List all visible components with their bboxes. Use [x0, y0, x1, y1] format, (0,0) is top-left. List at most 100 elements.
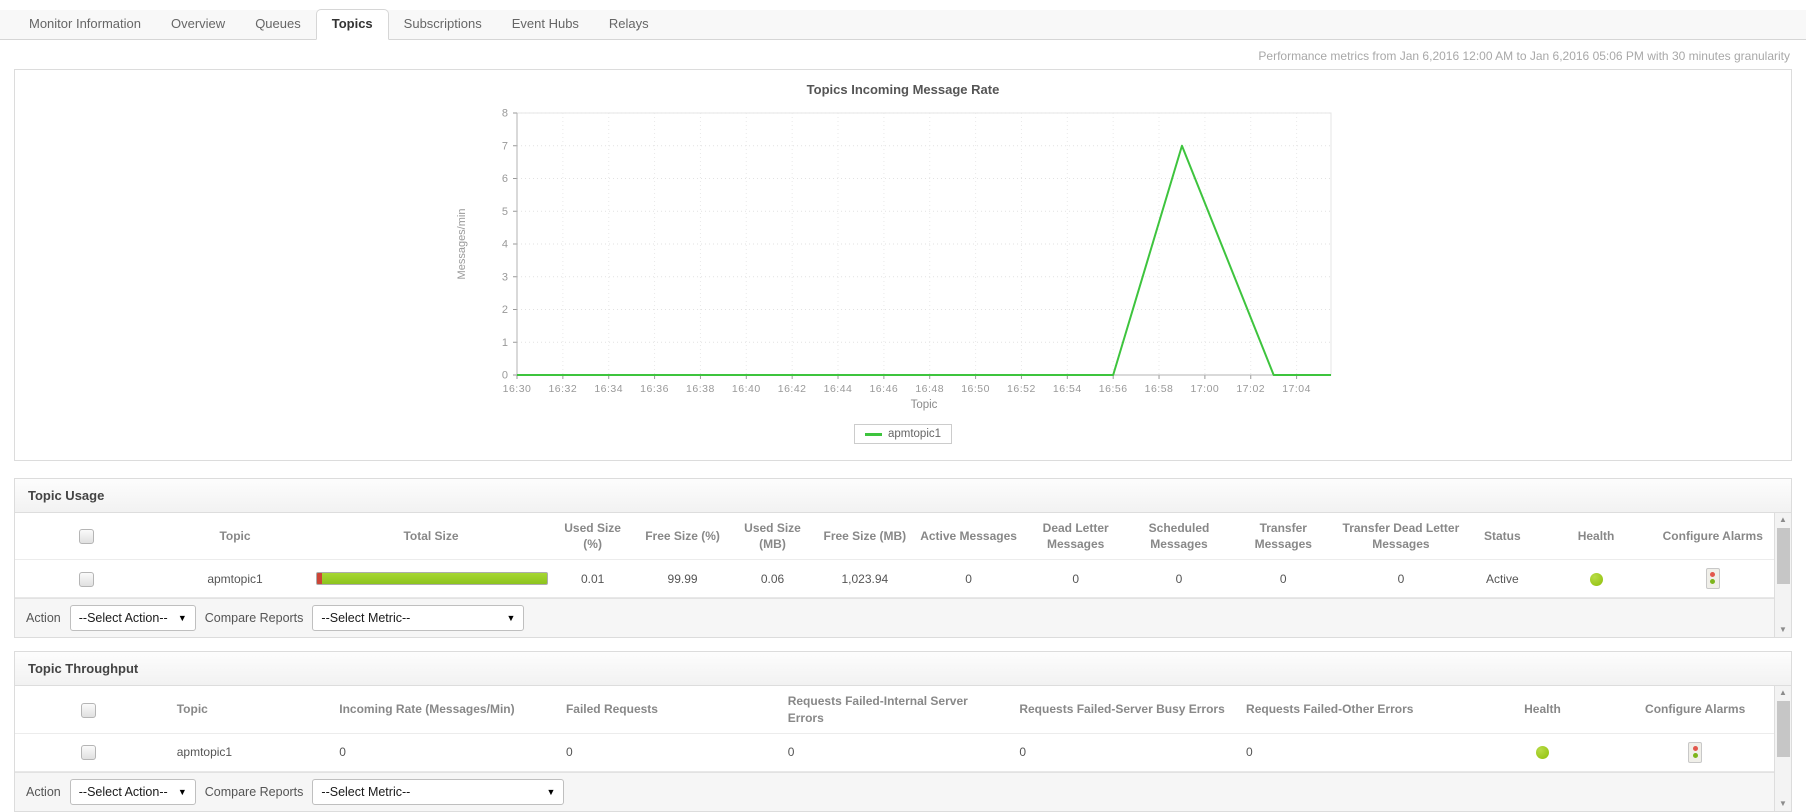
total-size-bar [315, 572, 548, 586]
svg-text:16:38: 16:38 [686, 383, 715, 395]
usage-action-row: Action --Select Action-- ▼ Compare Repor… [15, 598, 1774, 638]
cell-transfer_dead_letter_messages: 0 [1397, 571, 1405, 586]
dropdown-caret-icon: ▼ [506, 613, 516, 624]
svg-text:16:42: 16:42 [778, 383, 807, 395]
cell-status: Active [1485, 571, 1519, 586]
legend-line-swatch [864, 432, 882, 436]
alarm-green-dot [1710, 579, 1716, 585]
row-checkbox[interactable] [81, 744, 97, 760]
cell-bar [312, 560, 551, 598]
cell-dead_letter_messages: 0 [1072, 571, 1080, 586]
select-all-header[interactable] [15, 686, 163, 733]
svg-text:16:36: 16:36 [640, 383, 669, 395]
tab-subscriptions[interactable]: Subscriptions [403, 16, 482, 31]
health-status-icon [1589, 573, 1603, 587]
cell-checkbox [15, 733, 163, 771]
tab-overview[interactable]: Overview [171, 16, 226, 31]
column-header-topic: Topic [176, 702, 208, 717]
cell-topic: apmtopic1 [176, 745, 233, 760]
table-row: apmtopic1 0 0 0 0 0 [15, 733, 1774, 772]
select-all-header[interactable] [15, 513, 159, 560]
total-size-used-portion [316, 573, 322, 585]
column-header-health: Health [1577, 529, 1615, 544]
dropdown-caret-icon: ▼ [546, 786, 556, 797]
select-all-checkbox[interactable] [81, 702, 97, 718]
cell-active_messages: 0 [965, 571, 972, 586]
column-header-incoming-rate-messages-min: Incoming Rate (Messages/Min) [339, 702, 515, 717]
configure-alarms-icon[interactable] [1688, 741, 1703, 763]
cell-used_size_pct: 0.01 [580, 571, 605, 586]
series-line-apmtopic1 [517, 144, 1331, 376]
cell-checkbox [15, 560, 159, 598]
scroll-down-icon[interactable]: ▼ [1779, 625, 1787, 635]
select-all-checkbox[interactable] [79, 529, 95, 545]
compare-reports-label: Compare Reports [204, 611, 304, 626]
column-header-free-size: Free Size (%) [645, 529, 720, 544]
svg-text:16:46: 16:46 [869, 383, 898, 395]
action-select-value: --Select Action-- [78, 611, 168, 626]
cell-requests_failed_other_errors: 0 [1246, 745, 1253, 760]
table-row: apmtopic1 0.01 99.99 0.06 1,023.94 0 0 0 0 0 Activ… [15, 559, 1774, 598]
scroll-thumb[interactable] [1776, 528, 1790, 584]
cell-free_size_pct: 99.99 [667, 571, 698, 586]
cell-health [1541, 560, 1652, 598]
column-header-configure-alarms: Configure Alarms [1645, 702, 1746, 717]
svg-text:7: 7 [502, 140, 508, 152]
column-header-used-size: Used Size (%) [564, 521, 621, 552]
tab-queues[interactable]: Queues [255, 16, 301, 31]
column-header-failed-requests: Failed Requests [565, 702, 658, 717]
cell-alarm [1652, 560, 1774, 598]
scroll-up-icon[interactable]: ▲ [1779, 515, 1787, 524]
health-status-icon [1535, 746, 1549, 760]
topic-usage-table: Topic Total Size Used Size (%) Free Size (%… [15, 513, 1774, 598]
column-header-free-size-mb: Free Size (MB) [823, 529, 907, 544]
topic-usage-panel: Topic Usage Topic Total Size Used Size (%)… [14, 478, 1792, 639]
svg-text:6: 6 [502, 173, 508, 185]
svg-text:16:48: 16:48 [915, 383, 944, 395]
cell-alarm [1616, 733, 1774, 771]
scroll-thumb[interactable] [1776, 701, 1790, 758]
topic-throughput-table: Topic Incoming Rate (Messages/Min) Failed … [15, 686, 1774, 772]
chart-area: 0 1 2 3 4 5 6 7 8 16:30 16:32 16:34 16:36 16:38 16:40 1… [453, 99, 1353, 422]
column-header-transfer-messages: Transfer Messages [1254, 521, 1312, 552]
dropdown-caret-icon: ▼ [177, 786, 187, 797]
x-axis-label: Topic [911, 399, 938, 411]
svg-text:16:34: 16:34 [594, 383, 623, 395]
tab-event-hubs[interactable]: Event Hubs [511, 16, 579, 31]
svg-text:17:02: 17:02 [1236, 383, 1265, 395]
vertical-scrollbar[interactable]: ▲ ▼ [1774, 513, 1791, 638]
cell-scheduled_messages: 0 [1175, 571, 1183, 586]
metric-select-value: --Select Metric-- [321, 784, 411, 799]
svg-text:16:56: 16:56 [1099, 383, 1128, 395]
svg-text:8: 8 [502, 108, 508, 120]
column-header-topic: Topic [219, 529, 251, 544]
cell-used_size_mb: 0.06 [760, 571, 785, 586]
tab-topics[interactable]: Topics [315, 9, 389, 40]
tab-relays[interactable]: Relays [608, 16, 649, 31]
column-header-dead-letter-messages: Dead Letter Messages [1042, 521, 1109, 552]
column-header-used-size-mb: Used Size (MB) [744, 521, 801, 552]
cell-failed_requests: 0 [565, 745, 573, 760]
svg-text:16:44: 16:44 [824, 383, 853, 395]
cell-health [1469, 733, 1617, 771]
svg-text:2: 2 [502, 304, 508, 316]
action-select-value: --Select Action-- [78, 784, 168, 799]
topic-usage-title: Topic Usage [15, 479, 1791, 513]
column-header-transfer-dead-letter-messages: Transfer Dead Letter Messages [1342, 521, 1460, 552]
configure-alarms-icon[interactable] [1705, 568, 1720, 590]
scroll-up-icon[interactable]: ▲ [1779, 688, 1787, 698]
scroll-down-icon[interactable]: ▼ [1779, 798, 1787, 808]
tab-monitor-information[interactable]: Monitor Information [29, 16, 141, 31]
vertical-scrollbar[interactable]: ▲ ▼ [1774, 686, 1791, 811]
cell-free_size_mb: 1,023.94 [841, 571, 889, 586]
action-select[interactable]: --Select Action-- ▼ [69, 605, 196, 632]
chart-legend: apmtopic1 [853, 424, 953, 444]
column-header-requests-failed-internal-server-errors: Requests Failed-Internal Server Errors [787, 694, 968, 725]
column-header-active-messages: Active Messages [920, 529, 1017, 544]
compare-metric-select[interactable]: --Select Metric-- ▼ [312, 605, 525, 632]
row-checkbox[interactable] [79, 571, 95, 587]
svg-text:16:54: 16:54 [1053, 383, 1082, 395]
action-label: Action [26, 611, 61, 626]
metric-select-value: --Select Metric-- [321, 611, 411, 626]
column-header-requests-failed-other-errors: Requests Failed-Other Errors [1246, 702, 1414, 717]
